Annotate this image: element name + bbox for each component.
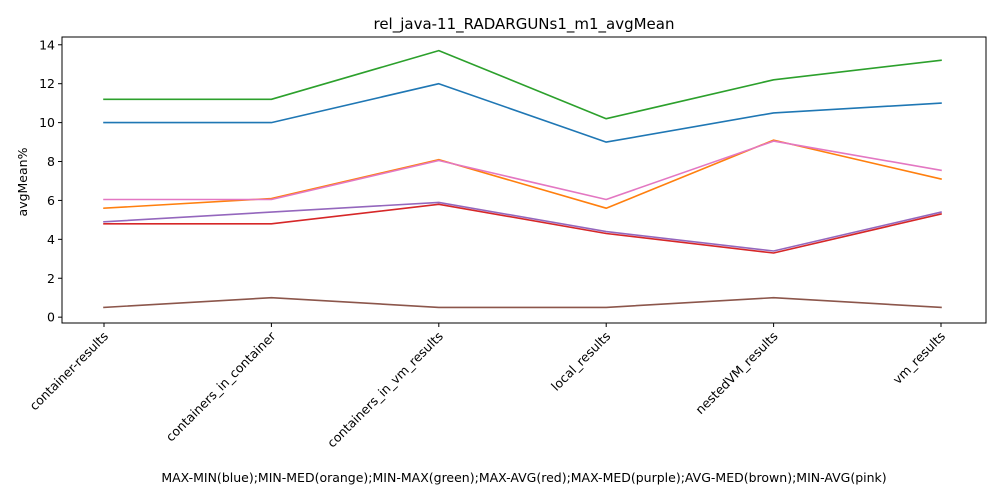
y-axis-label: avgMean%	[15, 147, 30, 216]
y-tick-label-2: 4	[47, 232, 55, 247]
y-tick-label-3: 6	[47, 193, 55, 208]
series-line-2	[103, 49, 942, 120]
x-tick-label-1: containers_in_container	[163, 328, 279, 444]
y-tick-label-4: 8	[47, 154, 55, 169]
x-tick-label-4: nestedVM_results	[692, 329, 780, 417]
y-tick-label-1: 2	[47, 271, 55, 286]
x-axis-label: MAX-MIN(blue);MIN-MED(orange);MIN-MAX(gr…	[161, 470, 886, 485]
y-tick-label-0: 0	[47, 310, 55, 325]
series-line-1	[103, 139, 942, 210]
series-line-3	[103, 203, 942, 254]
y-tick-label-7: 14	[39, 37, 55, 52]
y-tick-label-5: 10	[39, 115, 55, 130]
series-line-6	[103, 140, 942, 201]
series-line-4	[103, 201, 942, 252]
y-tick-label-6: 12	[39, 76, 55, 91]
x-tick-label-5: vm_results	[890, 329, 948, 387]
x-tick-label-0: container-results	[26, 329, 111, 414]
plot-frame	[61, 36, 987, 324]
series-line-5	[103, 296, 942, 309]
chart-title: rel_java-11_RADARGUNs1_m1_avgMean	[373, 15, 674, 34]
x-tick-label-3: local_results	[548, 329, 613, 394]
series-line-0	[103, 82, 942, 143]
plot-area: 0 2 4 6 8 10 12 14 container-results containers_i…	[26, 36, 987, 451]
x-tick-label-2: containers_in_vm_results	[324, 329, 446, 451]
